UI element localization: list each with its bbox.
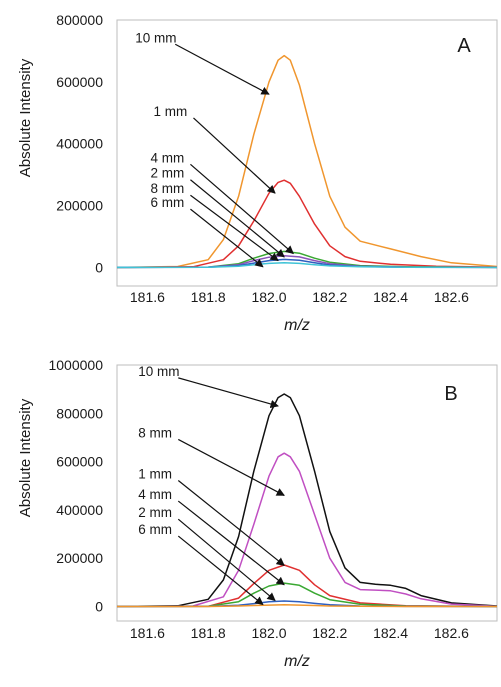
annotation-arrow (190, 179, 285, 258)
annotation-label: 2 mm (150, 166, 184, 181)
series-line-6-mm (117, 604, 497, 608)
y-axis-title: Absolute Intensity (17, 58, 34, 177)
annotation-label: 4 mm (138, 487, 172, 502)
y-tick-label: 600000 (56, 454, 103, 470)
annotation-arrow (174, 43, 270, 95)
y-tick-label: 600000 (56, 74, 103, 90)
annotation-label: 10 mm (138, 364, 179, 379)
x-tick-label: 182.4 (373, 289, 408, 305)
series-line-10-mm (116, 393, 498, 608)
annotation-arrow (178, 377, 279, 409)
annotation-arrow (190, 208, 264, 268)
annotation-arrow (177, 518, 276, 602)
series-line-8-mm (116, 452, 498, 608)
x-tick-label: 182.2 (312, 625, 347, 641)
y-axis-title: Absolute Intensity (17, 398, 34, 517)
series-line-6-mm (116, 262, 498, 269)
annotation-arrow (177, 535, 264, 606)
x-tick-label: 182.2 (312, 289, 347, 305)
annotation-label: 6 mm (138, 522, 172, 537)
x-tick-label: 182.6 (434, 289, 469, 305)
panel-a: 0 200000 400000 600000 800000 181.6 181.8 182.0… (17, 12, 498, 334)
annotation-arrow (177, 500, 285, 586)
annotation-arrow (177, 438, 285, 496)
x-tick-label: 182.0 (251, 289, 286, 305)
annotation-label: 8 mm (138, 425, 172, 440)
annotation-arrow (190, 194, 279, 262)
annotation-label: 2 mm (138, 505, 172, 520)
x-tick-label: 181.8 (191, 625, 226, 641)
annotation-label: 1 mm (153, 104, 187, 119)
x-tick-label: 181.6 (130, 289, 165, 305)
panel-letter: A (457, 35, 471, 57)
y-tick-label: 200000 (56, 550, 103, 566)
panel-letter: B (444, 383, 457, 405)
annotation-label: 8 mm (150, 181, 184, 196)
x-tick-label: 182.6 (434, 625, 469, 641)
x-tick-label: 181.6 (130, 625, 165, 641)
annotation-arrow (193, 117, 276, 194)
x-tick-label: 182.4 (373, 625, 408, 641)
y-tick-label: 800000 (56, 405, 103, 421)
x-axis-title: m/z (284, 653, 310, 670)
y-tick-label: 0 (95, 599, 103, 615)
series-line-4-mm (116, 582, 498, 608)
series-line-10-mm (116, 54, 498, 269)
x-axis-title: m/z (284, 317, 310, 334)
y-tick-label: 200000 (56, 198, 103, 214)
series-line-1-mm (116, 179, 498, 269)
y-tick-label: 400000 (56, 136, 103, 152)
annotation-arrow (190, 163, 294, 255)
annotation-label: 10 mm (135, 30, 176, 45)
y-tick-label: 400000 (56, 502, 103, 518)
y-tick-label: 1000000 (48, 357, 103, 373)
series-line-1-mm (116, 564, 498, 608)
y-tick-label: 800000 (56, 12, 103, 28)
plot-frame (116, 364, 498, 622)
annotation-label: 1 mm (138, 467, 172, 482)
y-tick-label: 0 (95, 259, 103, 275)
panel-b: 0 200000 400000 600000 800000 1000000 181.6 181… (17, 357, 498, 670)
annotation-label: 6 mm (150, 195, 184, 210)
plot-frame (116, 19, 498, 287)
annotation-arrow (177, 480, 285, 566)
x-tick-label: 181.8 (191, 289, 226, 305)
annotation-label: 4 mm (150, 150, 184, 165)
x-tick-label: 182.0 (251, 625, 286, 641)
